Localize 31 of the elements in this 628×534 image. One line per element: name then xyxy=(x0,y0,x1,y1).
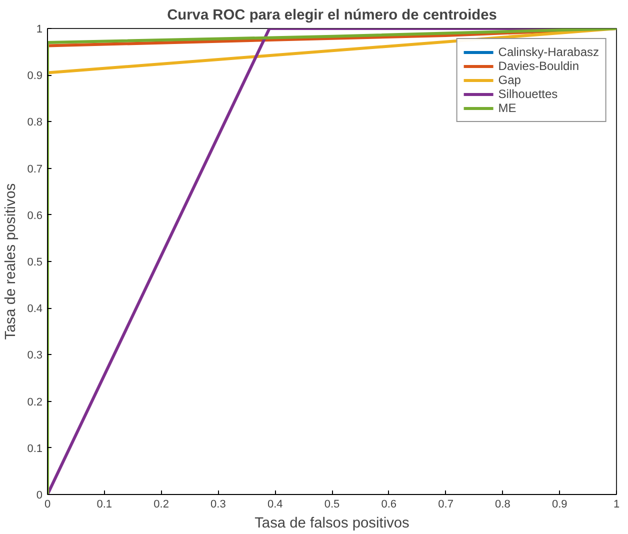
x-tick-label: 0.4 xyxy=(267,498,283,510)
legend-label: Calinsky-Harabasz xyxy=(498,45,599,59)
x-tick-label: 0.2 xyxy=(154,498,169,510)
y-tick-label: 1 xyxy=(36,24,43,36)
y-tick-label: 0.3 xyxy=(27,350,43,362)
y-tick-label: 0.1 xyxy=(27,442,43,455)
x-tick-label: 0.7 xyxy=(438,498,454,510)
x-tick-label: 0.8 xyxy=(495,498,510,510)
y-tick-label: 0.2 xyxy=(27,396,43,408)
y-axis-title: Tasa de reales positivos xyxy=(3,183,20,340)
x-tick-label: 0.5 xyxy=(324,498,340,510)
y-tick-label: 0.7 xyxy=(27,163,43,176)
legend-label: Davies-Bouldin xyxy=(498,59,580,73)
x-tick-label: 0.6 xyxy=(381,498,397,510)
x-tick-label: 0.1 xyxy=(96,498,112,510)
line-series xyxy=(48,28,616,494)
y-tick-label: 0.4 xyxy=(27,303,43,316)
y-tick-label: 0.9 xyxy=(27,70,43,82)
x-axis-title: Tasa de falsos positivos xyxy=(254,516,410,532)
y-tick-label: 0.8 xyxy=(27,116,43,129)
x-tick-label: 0.3 xyxy=(210,498,226,510)
y-tick-label: 0.5 xyxy=(27,256,43,268)
x-tick-label: 0 xyxy=(44,498,51,510)
x-tick-label: 0.9 xyxy=(552,498,568,510)
chart-title: Curva ROC para elegir el número de centroides xyxy=(167,8,497,24)
x-tick-label: 1 xyxy=(613,498,620,510)
y-tick-label: 0 xyxy=(36,490,43,502)
y-tick-label: 0.6 xyxy=(27,210,43,222)
legend-label: ME xyxy=(498,101,518,115)
legend-label: Gap xyxy=(498,73,521,87)
legend-label: Silhouettes xyxy=(498,87,558,101)
